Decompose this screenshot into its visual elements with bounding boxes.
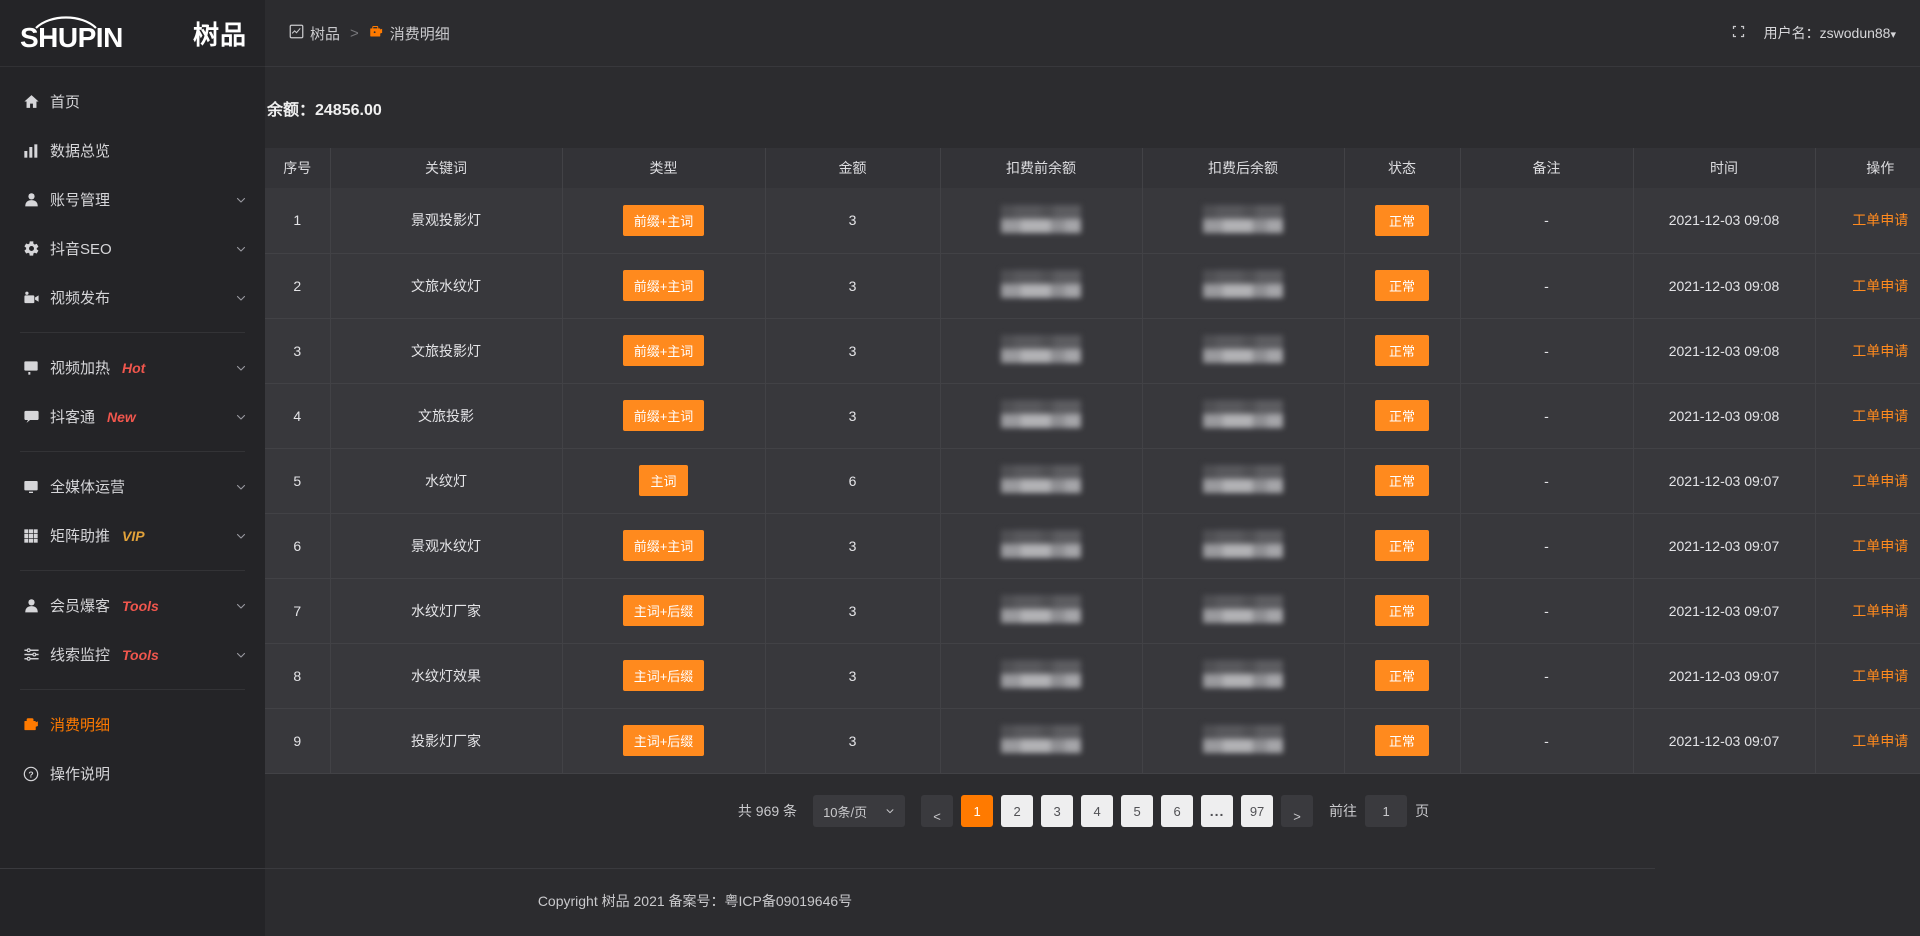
svg-text:?: ? [28,769,33,779]
svg-text:SHUPIN: SHUPIN [20,22,123,51]
